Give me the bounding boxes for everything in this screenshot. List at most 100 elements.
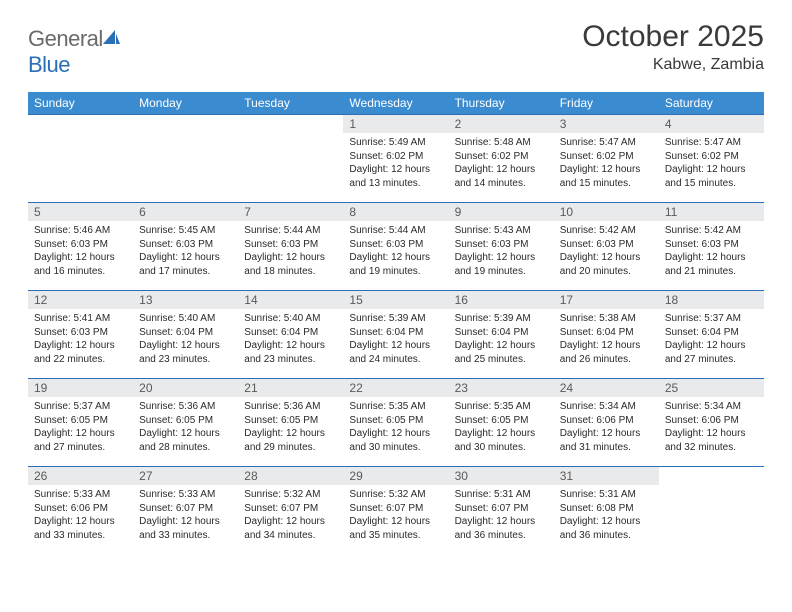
weekday-header: Sunday [28, 92, 133, 115]
calendar-day-cell: 2Sunrise: 5:48 AMSunset: 6:02 PMDaylight… [449, 115, 554, 203]
calendar-empty-cell [133, 115, 238, 203]
brand-part2: Blue [28, 52, 70, 77]
day-number: 21 [238, 379, 343, 397]
day-number: 7 [238, 203, 343, 221]
day-details: Sunrise: 5:35 AMSunset: 6:05 PMDaylight:… [449, 397, 554, 458]
calendar-day-cell: 23Sunrise: 5:35 AMSunset: 6:05 PMDayligh… [449, 379, 554, 467]
day-number: 27 [133, 467, 238, 485]
day-details: Sunrise: 5:48 AMSunset: 6:02 PMDaylight:… [449, 133, 554, 194]
calendar-day-cell: 18Sunrise: 5:37 AMSunset: 6:04 PMDayligh… [659, 291, 764, 379]
day-number: 12 [28, 291, 133, 309]
calendar-day-cell: 1Sunrise: 5:49 AMSunset: 6:02 PMDaylight… [343, 115, 448, 203]
day-number: 8 [343, 203, 448, 221]
calendar-week-row: 19Sunrise: 5:37 AMSunset: 6:05 PMDayligh… [28, 379, 764, 467]
day-number: 24 [554, 379, 659, 397]
calendar-day-cell: 21Sunrise: 5:36 AMSunset: 6:05 PMDayligh… [238, 379, 343, 467]
day-number: 25 [659, 379, 764, 397]
calendar-day-cell: 24Sunrise: 5:34 AMSunset: 6:06 PMDayligh… [554, 379, 659, 467]
calendar-day-cell: 14Sunrise: 5:40 AMSunset: 6:04 PMDayligh… [238, 291, 343, 379]
day-number: 5 [28, 203, 133, 221]
day-number: 3 [554, 115, 659, 133]
calendar-empty-cell [28, 115, 133, 203]
day-details: Sunrise: 5:36 AMSunset: 6:05 PMDaylight:… [133, 397, 238, 458]
weekday-header: Monday [133, 92, 238, 115]
calendar-day-cell: 25Sunrise: 5:34 AMSunset: 6:06 PMDayligh… [659, 379, 764, 467]
calendar-day-cell: 30Sunrise: 5:31 AMSunset: 6:07 PMDayligh… [449, 467, 554, 555]
day-number: 16 [449, 291, 554, 309]
calendar-day-cell: 6Sunrise: 5:45 AMSunset: 6:03 PMDaylight… [133, 203, 238, 291]
day-number: 2 [449, 115, 554, 133]
calendar-week-row: 12Sunrise: 5:41 AMSunset: 6:03 PMDayligh… [28, 291, 764, 379]
calendar-day-cell: 4Sunrise: 5:47 AMSunset: 6:02 PMDaylight… [659, 115, 764, 203]
weekday-row: SundayMondayTuesdayWednesdayThursdayFrid… [28, 92, 764, 115]
day-details: Sunrise: 5:33 AMSunset: 6:07 PMDaylight:… [133, 485, 238, 546]
day-number: 31 [554, 467, 659, 485]
calendar-week-row: 26Sunrise: 5:33 AMSunset: 6:06 PMDayligh… [28, 467, 764, 555]
weekday-header: Friday [554, 92, 659, 115]
weekday-header: Saturday [659, 92, 764, 115]
weekday-header: Tuesday [238, 92, 343, 115]
day-details: Sunrise: 5:43 AMSunset: 6:03 PMDaylight:… [449, 221, 554, 282]
day-details: Sunrise: 5:47 AMSunset: 6:02 PMDaylight:… [554, 133, 659, 194]
day-details: Sunrise: 5:44 AMSunset: 6:03 PMDaylight:… [343, 221, 448, 282]
day-details: Sunrise: 5:32 AMSunset: 6:07 PMDaylight:… [343, 485, 448, 546]
calendar-day-cell: 15Sunrise: 5:39 AMSunset: 6:04 PMDayligh… [343, 291, 448, 379]
calendar-table: SundayMondayTuesdayWednesdayThursdayFrid… [28, 92, 764, 555]
calendar-day-cell: 12Sunrise: 5:41 AMSunset: 6:03 PMDayligh… [28, 291, 133, 379]
calendar-day-cell: 29Sunrise: 5:32 AMSunset: 6:07 PMDayligh… [343, 467, 448, 555]
calendar-head: SundayMondayTuesdayWednesdayThursdayFrid… [28, 92, 764, 115]
day-number: 23 [449, 379, 554, 397]
day-details: Sunrise: 5:39 AMSunset: 6:04 PMDaylight:… [449, 309, 554, 370]
calendar-day-cell: 22Sunrise: 5:35 AMSunset: 6:05 PMDayligh… [343, 379, 448, 467]
day-details: Sunrise: 5:31 AMSunset: 6:07 PMDaylight:… [449, 485, 554, 546]
calendar-day-cell: 26Sunrise: 5:33 AMSunset: 6:06 PMDayligh… [28, 467, 133, 555]
day-details: Sunrise: 5:39 AMSunset: 6:04 PMDaylight:… [343, 309, 448, 370]
calendar-body: 1Sunrise: 5:49 AMSunset: 6:02 PMDaylight… [28, 115, 764, 555]
day-details: Sunrise: 5:42 AMSunset: 6:03 PMDaylight:… [554, 221, 659, 282]
day-number: 20 [133, 379, 238, 397]
day-number: 15 [343, 291, 448, 309]
day-number: 13 [133, 291, 238, 309]
day-details: Sunrise: 5:35 AMSunset: 6:05 PMDaylight:… [343, 397, 448, 458]
day-details: Sunrise: 5:31 AMSunset: 6:08 PMDaylight:… [554, 485, 659, 546]
day-details: Sunrise: 5:40 AMSunset: 6:04 PMDaylight:… [133, 309, 238, 370]
calendar-day-cell: 28Sunrise: 5:32 AMSunset: 6:07 PMDayligh… [238, 467, 343, 555]
day-number: 1 [343, 115, 448, 133]
day-number: 6 [133, 203, 238, 221]
brand-part1: General [28, 26, 103, 51]
day-number: 14 [238, 291, 343, 309]
day-details: Sunrise: 5:34 AMSunset: 6:06 PMDaylight:… [659, 397, 764, 458]
day-details: Sunrise: 5:41 AMSunset: 6:03 PMDaylight:… [28, 309, 133, 370]
weekday-header: Thursday [449, 92, 554, 115]
calendar-week-row: 5Sunrise: 5:46 AMSunset: 6:03 PMDaylight… [28, 203, 764, 291]
day-details: Sunrise: 5:45 AMSunset: 6:03 PMDaylight:… [133, 221, 238, 282]
day-details: Sunrise: 5:38 AMSunset: 6:04 PMDaylight:… [554, 309, 659, 370]
day-number: 17 [554, 291, 659, 309]
sail-icon [101, 28, 121, 46]
day-number: 29 [343, 467, 448, 485]
day-details: Sunrise: 5:33 AMSunset: 6:06 PMDaylight:… [28, 485, 133, 546]
calendar-day-cell: 31Sunrise: 5:31 AMSunset: 6:08 PMDayligh… [554, 467, 659, 555]
calendar-day-cell: 19Sunrise: 5:37 AMSunset: 6:05 PMDayligh… [28, 379, 133, 467]
page-title: October 2025 [582, 20, 764, 54]
day-number: 18 [659, 291, 764, 309]
day-details: Sunrise: 5:46 AMSunset: 6:03 PMDaylight:… [28, 221, 133, 282]
day-number: 4 [659, 115, 764, 133]
day-details: Sunrise: 5:40 AMSunset: 6:04 PMDaylight:… [238, 309, 343, 370]
day-number: 28 [238, 467, 343, 485]
day-number: 11 [659, 203, 764, 221]
title-block: October 2025 Kabwe, Zambia [582, 20, 764, 74]
location-subtitle: Kabwe, Zambia [582, 56, 764, 74]
calendar-day-cell: 17Sunrise: 5:38 AMSunset: 6:04 PMDayligh… [554, 291, 659, 379]
calendar-empty-cell [238, 115, 343, 203]
calendar-day-cell: 20Sunrise: 5:36 AMSunset: 6:05 PMDayligh… [133, 379, 238, 467]
calendar-day-cell: 5Sunrise: 5:46 AMSunset: 6:03 PMDaylight… [28, 203, 133, 291]
day-details: Sunrise: 5:37 AMSunset: 6:05 PMDaylight:… [28, 397, 133, 458]
brand-logo: GeneralBlue [28, 20, 121, 78]
day-number: 22 [343, 379, 448, 397]
calendar-day-cell: 10Sunrise: 5:42 AMSunset: 6:03 PMDayligh… [554, 203, 659, 291]
day-number: 30 [449, 467, 554, 485]
header: GeneralBlue October 2025 Kabwe, Zambia [28, 20, 764, 78]
day-details: Sunrise: 5:49 AMSunset: 6:02 PMDaylight:… [343, 133, 448, 194]
calendar-day-cell: 7Sunrise: 5:44 AMSunset: 6:03 PMDaylight… [238, 203, 343, 291]
